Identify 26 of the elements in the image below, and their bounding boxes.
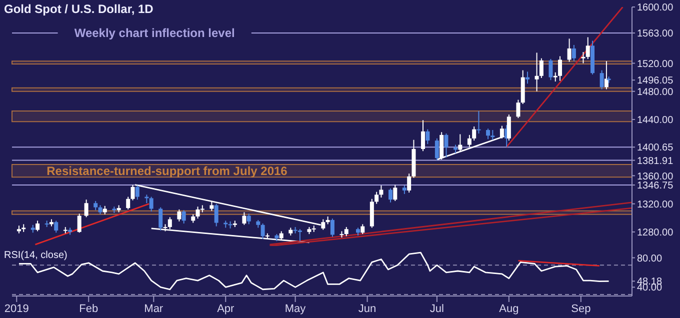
x-tick-label: Sep xyxy=(571,302,591,315)
chart-title: Gold Spot / U.S. Dollar, 1D xyxy=(4,2,154,16)
x-tick-label: Aug xyxy=(499,302,519,315)
y-tick-label: 1280.00 xyxy=(637,227,674,238)
y-tick-label: 80.00 xyxy=(637,253,662,264)
y-tick-label: 1520.00 xyxy=(637,58,674,70)
y-tick-label: 1480.00 xyxy=(637,86,674,98)
y-tick-label: 1320.00 xyxy=(637,199,674,210)
y-tick-label: 1563.00 xyxy=(637,28,674,40)
x-tick-label: 2019 xyxy=(4,302,29,315)
ref-line-label: Weekly chart inflection level xyxy=(74,26,235,40)
y-tick-label: 1600.00 xyxy=(637,2,674,14)
x-tick-label: Feb xyxy=(79,302,98,315)
x-tick-label: Apr xyxy=(217,302,235,315)
band-label: Resistance-turned-support from July 2016 xyxy=(46,164,288,178)
x-tick-label: Jun xyxy=(358,302,376,315)
x-tick-label: Mar xyxy=(144,302,164,315)
y-tick-label: 1440.00 xyxy=(637,115,674,126)
y-tick-label: 1346.75 xyxy=(637,180,674,192)
y-tick-label: 1496.05 xyxy=(637,76,674,87)
chart-title: RSI(14, close) xyxy=(4,250,68,261)
x-tick-label: Jul xyxy=(430,302,444,315)
y-tick-label: 1360.00 xyxy=(637,171,674,182)
y-tick-label: 1400.65 xyxy=(637,142,674,154)
x-tick-label: May xyxy=(284,302,306,315)
y-tick-label: 1381.91 xyxy=(637,156,674,167)
